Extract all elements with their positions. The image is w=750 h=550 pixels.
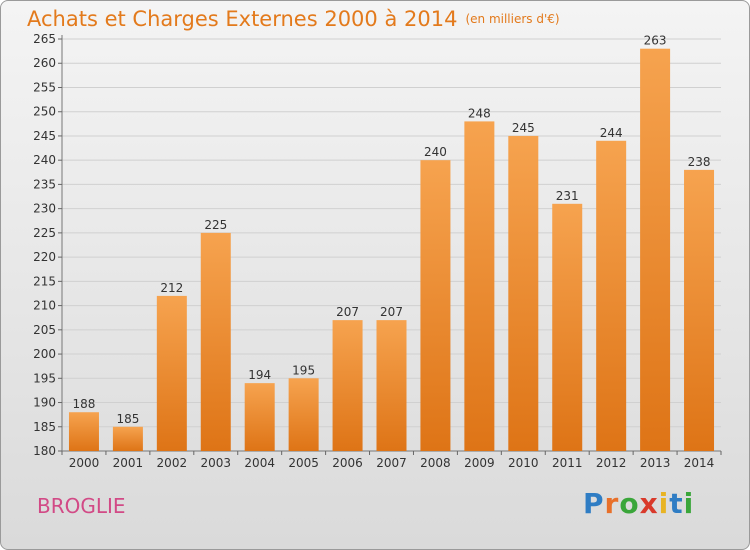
brand-letter: i — [683, 487, 695, 520]
data-label-2007: 207 — [380, 305, 403, 319]
x-tick-label: 2007 — [376, 456, 407, 470]
data-label-2002: 212 — [160, 281, 183, 295]
y-tick-label: 225 — [33, 226, 56, 240]
bar-2011 — [552, 203, 583, 451]
place-name: BROGLIE — [37, 494, 126, 518]
x-axis-ticks: 2000 2001 2002 2003 2004 2005 2006 2007 2008 2009… — [61, 451, 722, 470]
bar-2000 — [68, 412, 99, 451]
brand-logo: Proxiti — [583, 487, 694, 520]
brand-letter: i — [658, 487, 670, 520]
bar-2006 — [332, 320, 363, 451]
brand-letter: r — [604, 487, 620, 520]
bar-2013 — [640, 48, 671, 451]
data-label-2006: 207 — [336, 305, 359, 319]
y-axis-ticks: 180 185 190 195 200 205 210 215 220 225 230 235 240 2… — [33, 32, 62, 458]
chart-title-text: Achats et Charges Externes 2000 à 2014 — [27, 7, 458, 31]
data-labels: 188 185 212 225 194 195 207 207 240 248 245 231 244 2… — [73, 34, 711, 426]
data-label-2008: 240 — [424, 145, 447, 159]
x-tick-label: 2006 — [332, 456, 363, 470]
y-tick-label: 265 — [33, 32, 56, 46]
y-tick-label: 220 — [33, 250, 56, 264]
data-label-2001: 185 — [116, 412, 139, 426]
bar-2012 — [596, 140, 627, 451]
chart-title: Achats et Charges Externes 2000 à 2014 (e… — [27, 7, 560, 31]
y-tick-label: 245 — [33, 129, 56, 143]
y-tick-label: 215 — [33, 274, 56, 288]
x-tick-label: 2008 — [420, 456, 451, 470]
brand-letter: t — [669, 487, 684, 520]
x-tick-label: 2011 — [552, 456, 583, 470]
bar-2007 — [376, 320, 407, 451]
data-label-2004: 194 — [248, 368, 271, 382]
bar-2008 — [420, 160, 451, 452]
bars — [68, 48, 715, 452]
brand-letter: x — [639, 487, 659, 520]
x-tick-label: 2012 — [596, 456, 627, 470]
y-tick-label: 200 — [33, 347, 56, 361]
x-tick-label: 2003 — [200, 456, 231, 470]
bar-2005 — [288, 378, 319, 451]
brand-letter: o — [619, 487, 640, 520]
y-tick-label: 230 — [33, 202, 56, 216]
y-tick-label: 205 — [33, 323, 56, 337]
y-tick-label: 190 — [33, 396, 56, 410]
data-label-2003: 225 — [204, 218, 227, 232]
bar-2004 — [244, 383, 275, 451]
y-tick-label: 210 — [33, 299, 56, 313]
x-tick-label: 2005 — [288, 456, 319, 470]
y-tick-label: 250 — [33, 105, 56, 119]
chart-unit: (en milliers d'€) — [465, 12, 560, 26]
y-tick-label: 255 — [33, 80, 56, 94]
x-tick-label: 2013 — [640, 456, 671, 470]
data-label-2005: 195 — [292, 363, 315, 377]
brand-letter: P — [583, 487, 605, 520]
data-label-2000: 188 — [73, 397, 96, 411]
y-tick-label: 180 — [33, 444, 56, 458]
y-tick-label: 185 — [33, 420, 56, 434]
x-tick-label: 2010 — [508, 456, 539, 470]
x-tick-label: 2001 — [113, 456, 144, 470]
y-tick-label: 260 — [33, 56, 56, 70]
x-tick-label: 2004 — [244, 456, 275, 470]
x-tick-label: 2009 — [464, 456, 495, 470]
data-label-2009: 248 — [468, 106, 491, 120]
data-label-2013: 263 — [644, 34, 667, 48]
x-tick-label: 2002 — [157, 456, 188, 470]
y-tick-label: 235 — [33, 177, 56, 191]
x-tick-label: 2000 — [69, 456, 100, 470]
data-label-2011: 231 — [556, 189, 579, 203]
bar-2010 — [508, 135, 539, 452]
x-tick-label: 2014 — [684, 456, 715, 470]
bar-2009 — [464, 121, 495, 452]
y-tick-label: 195 — [33, 371, 56, 385]
data-label-2014: 238 — [688, 155, 711, 169]
bar-2001 — [112, 426, 143, 451]
bar-2014 — [684, 169, 715, 451]
bar-2002 — [156, 295, 187, 451]
bar-2003 — [200, 232, 231, 451]
y-tick-label: 240 — [33, 153, 56, 167]
data-label-2012: 244 — [600, 126, 623, 140]
data-label-2010: 245 — [512, 121, 535, 135]
